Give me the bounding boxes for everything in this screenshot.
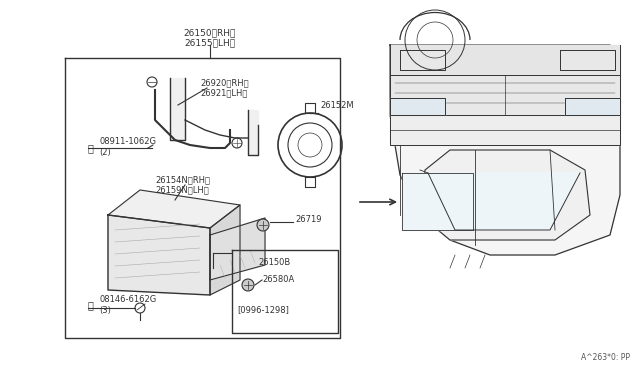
Text: 26150B: 26150B bbox=[258, 258, 291, 267]
Polygon shape bbox=[170, 78, 185, 140]
Text: 26152M: 26152M bbox=[320, 100, 354, 109]
Polygon shape bbox=[390, 115, 620, 145]
Polygon shape bbox=[565, 98, 620, 115]
Text: A^263*0: PP: A^263*0: PP bbox=[581, 353, 630, 362]
Text: [0996-1298]: [0996-1298] bbox=[237, 305, 289, 314]
Polygon shape bbox=[560, 50, 615, 70]
Polygon shape bbox=[402, 173, 473, 230]
Polygon shape bbox=[400, 50, 445, 70]
Circle shape bbox=[257, 219, 269, 231]
Text: 26154N〈RH〉
26159N〈LH〉: 26154N〈RH〉 26159N〈LH〉 bbox=[155, 175, 210, 195]
Polygon shape bbox=[420, 150, 590, 240]
Text: 08911-1062G
(2): 08911-1062G (2) bbox=[99, 137, 156, 157]
Polygon shape bbox=[248, 110, 258, 155]
Polygon shape bbox=[428, 173, 580, 230]
Polygon shape bbox=[210, 218, 265, 280]
Polygon shape bbox=[390, 98, 445, 115]
Polygon shape bbox=[390, 45, 620, 255]
Text: Ⓑ: Ⓑ bbox=[88, 300, 94, 310]
Text: ⓝ: ⓝ bbox=[88, 143, 94, 153]
Text: 26580A: 26580A bbox=[262, 275, 294, 284]
Polygon shape bbox=[108, 190, 240, 228]
Text: 08146-6162G
(3): 08146-6162G (3) bbox=[99, 295, 156, 315]
Text: 26920〈RH〉
26921〈LH〉: 26920〈RH〉 26921〈LH〉 bbox=[200, 78, 248, 97]
Polygon shape bbox=[390, 45, 620, 75]
Polygon shape bbox=[390, 75, 620, 115]
Polygon shape bbox=[108, 215, 210, 295]
Polygon shape bbox=[210, 205, 240, 295]
Text: 26719: 26719 bbox=[295, 215, 321, 224]
Text: 26150〈RH〉
26155〈LH〉: 26150〈RH〉 26155〈LH〉 bbox=[184, 28, 236, 47]
Circle shape bbox=[242, 279, 254, 291]
